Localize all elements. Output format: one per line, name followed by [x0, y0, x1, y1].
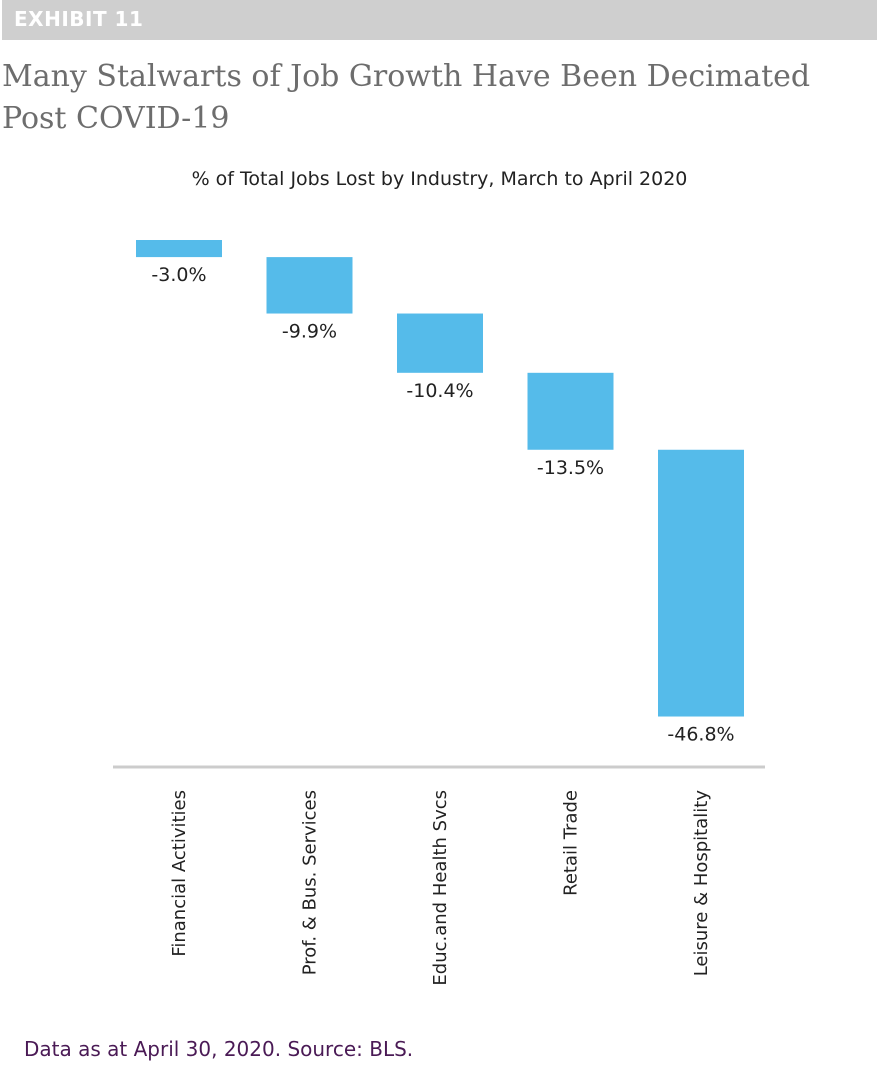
category-label: Leisure & Hospitality [691, 790, 712, 977]
exhibit-header-bar: EXHIBIT 11 [2, 0, 877, 40]
bar [266, 257, 353, 314]
waterfall-chart: -3.0% Financial Activities -9.9% Prof. & Bu… [113, 240, 765, 986]
category-label: Educ.and Health Svcs [430, 790, 451, 986]
exhibit-label: EXHIBIT 11 [14, 7, 144, 31]
data-label: -10.4% [406, 380, 473, 402]
source-footnote: Data as at April 30, 2020. Source: BLS. [24, 1037, 414, 1061]
data-label: -3.0% [151, 264, 206, 286]
category-label: Retail Trade [561, 790, 582, 896]
category-label: Financial Activities [169, 790, 190, 957]
data-label: -13.5% [537, 457, 604, 479]
data-label: -9.9% [282, 321, 337, 343]
chart-title: % of Total Jobs Lost by Industry, March … [191, 168, 688, 190]
bar [397, 313, 483, 373]
bar [136, 240, 222, 258]
headline: Many Stalwarts of Job Growth Have Been D… [2, 59, 811, 136]
category-label: Prof. & Bus. Services [300, 790, 321, 975]
data-label: -46.8% [667, 724, 734, 746]
bar [527, 372, 614, 450]
bar [658, 449, 744, 717]
